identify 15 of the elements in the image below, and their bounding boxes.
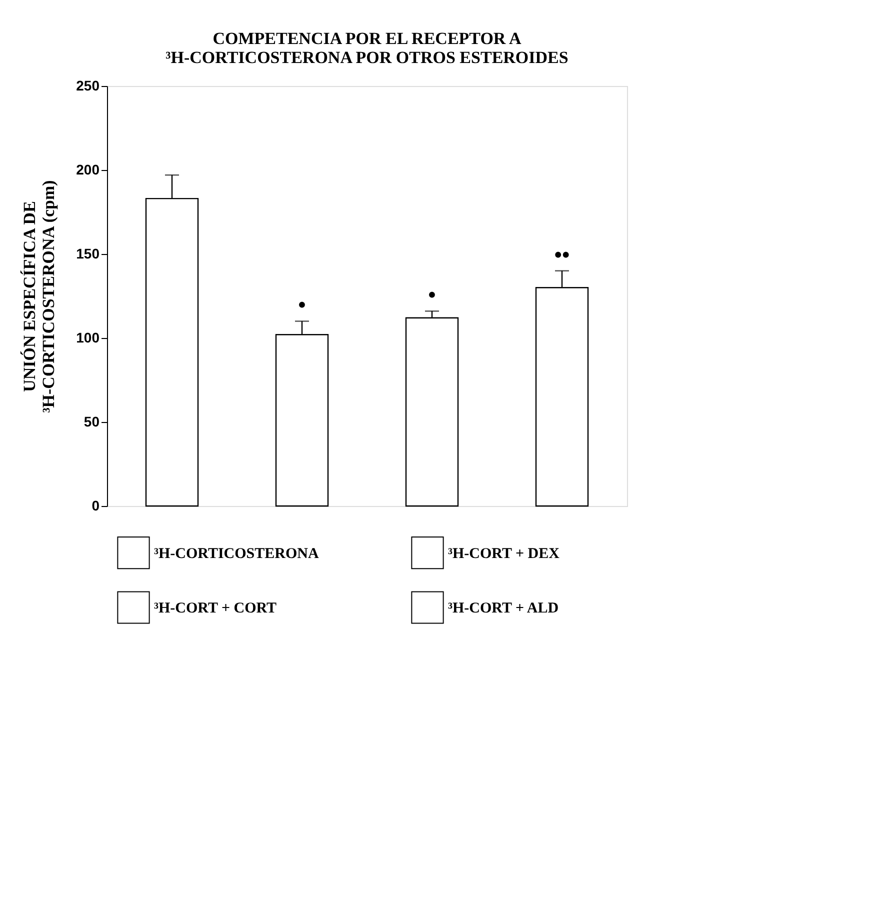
chart-title: COMPETENCIA POR EL RECEPTOR A ³H-CORTICOSTERONA POR OTROS ESTEROIDES <box>166 29 568 67</box>
y-axis-title: UNIÓN ESPECÍFICA DE ³H-CORTICOSTERONA (cpm) <box>20 180 58 413</box>
legend-label: ³H-CORT + ALD <box>448 600 559 616</box>
legend-label: ³H-CORT + CORT <box>154 600 277 616</box>
y-tick-label: 150 <box>76 246 100 262</box>
data-label: •• <box>554 242 570 267</box>
data-label: • <box>298 292 306 318</box>
data-label: • <box>428 282 436 308</box>
y-tick-label: 200 <box>76 162 100 178</box>
y-tick-label: 250 <box>76 78 100 94</box>
y-tick-label: 50 <box>84 414 100 430</box>
y-tick-label: 0 <box>92 498 100 514</box>
legend-label: ³H-CORTICOSTERONA <box>154 546 319 562</box>
y-tick-label: 100 <box>76 330 100 346</box>
legend-label: ³H-CORT + DEX <box>448 546 560 562</box>
